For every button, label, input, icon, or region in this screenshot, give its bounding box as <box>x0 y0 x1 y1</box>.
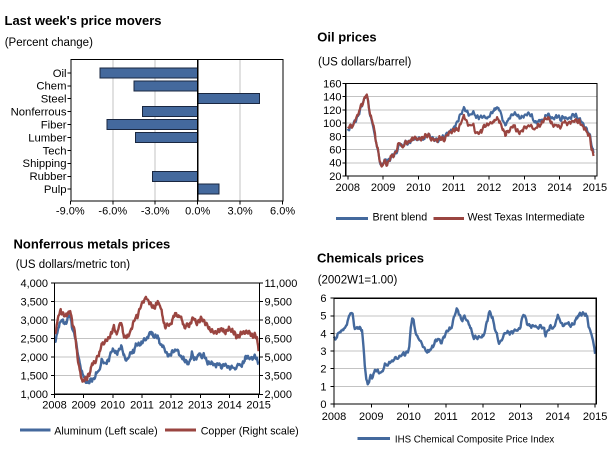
svg-text:2012: 2012 <box>477 182 501 194</box>
svg-text:Steel: Steel <box>41 94 67 106</box>
svg-text:1,500: 1,500 <box>20 371 48 383</box>
svg-text:2013: 2013 <box>188 400 212 412</box>
svg-text:(2002W1=1.00): (2002W1=1.00) <box>318 275 398 287</box>
svg-text:Fiber: Fiber <box>41 120 67 132</box>
svg-text:(US dollars/barrel): (US dollars/barrel) <box>318 57 411 69</box>
svg-text:2,000: 2,000 <box>265 389 293 401</box>
svg-text:6,500: 6,500 <box>265 334 293 346</box>
svg-text:Tech: Tech <box>43 145 67 157</box>
svg-text:80: 80 <box>329 131 341 143</box>
svg-text:West Texas Intermediate: West Texas Intermediate <box>468 211 585 223</box>
svg-text:100: 100 <box>323 118 341 130</box>
svg-text:1,000: 1,000 <box>20 389 48 401</box>
svg-text:Brent blend: Brent blend <box>373 211 428 223</box>
svg-text:-9.0%: -9.0% <box>56 206 85 218</box>
svg-text:20: 20 <box>329 171 341 183</box>
svg-text:Oil prices: Oil prices <box>317 30 376 45</box>
svg-text:2009: 2009 <box>71 400 95 412</box>
svg-text:0.0%: 0.0% <box>185 206 210 218</box>
svg-text:2009: 2009 <box>371 182 395 194</box>
svg-text:6.0%: 6.0% <box>270 206 295 218</box>
svg-text:2011: 2011 <box>130 400 154 412</box>
svg-text:3.0%: 3.0% <box>228 206 253 218</box>
svg-text:3: 3 <box>320 346 326 358</box>
svg-text:2010: 2010 <box>101 400 125 412</box>
svg-text:2013: 2013 <box>512 182 536 194</box>
svg-text:2008: 2008 <box>322 411 346 423</box>
svg-text:160: 160 <box>323 78 341 90</box>
svg-text:Aluminum (Left scale): Aluminum (Left scale) <box>54 425 157 437</box>
svg-text:-3.0%: -3.0% <box>141 206 170 218</box>
svg-text:Lumber: Lumber <box>28 132 67 144</box>
svg-text:2014: 2014 <box>547 182 571 194</box>
svg-text:3,500: 3,500 <box>265 371 293 383</box>
svg-text:2012: 2012 <box>471 411 495 423</box>
svg-text:60: 60 <box>329 145 341 157</box>
svg-text:Copper (Right scale): Copper (Right scale) <box>201 425 299 437</box>
svg-text:2008: 2008 <box>42 400 66 412</box>
svg-text:Pulp: Pulp <box>44 184 67 196</box>
svg-text:Nonferrous: Nonferrous <box>11 107 67 119</box>
svg-text:120: 120 <box>323 105 341 117</box>
svg-text:2008: 2008 <box>336 182 360 194</box>
svg-text:2009: 2009 <box>359 411 383 423</box>
svg-text:3,500: 3,500 <box>20 296 48 308</box>
svg-text:4: 4 <box>320 328 326 340</box>
svg-text:1: 1 <box>320 381 326 393</box>
svg-text:Chemicals prices: Chemicals prices <box>317 250 424 265</box>
svg-text:6: 6 <box>320 293 326 305</box>
svg-text:Shipping: Shipping <box>23 158 67 170</box>
svg-text:2,000: 2,000 <box>20 352 48 364</box>
svg-text:5: 5 <box>320 311 326 323</box>
svg-text:Chem: Chem <box>36 81 66 93</box>
svg-text:Last week's price movers: Last week's price movers <box>5 13 162 28</box>
svg-text:40: 40 <box>329 158 341 170</box>
svg-text:11,000: 11,000 <box>265 278 298 290</box>
svg-text:4,000: 4,000 <box>20 278 48 290</box>
svg-text:2014: 2014 <box>217 400 241 412</box>
svg-text:(US dollars/metric ton): (US dollars/metric ton) <box>16 259 131 271</box>
svg-text:9,500: 9,500 <box>265 296 293 308</box>
svg-text:Rubber: Rubber <box>29 171 66 183</box>
svg-text:2015: 2015 <box>583 411 607 423</box>
svg-text:2: 2 <box>320 364 326 376</box>
svg-text:2011: 2011 <box>442 182 466 194</box>
svg-text:IHS Chemical Composite Price I: IHS Chemical Composite Price Index <box>395 434 555 445</box>
svg-text:2014: 2014 <box>546 411 570 423</box>
svg-text:2010: 2010 <box>396 411 420 423</box>
svg-text:140: 140 <box>323 92 341 104</box>
svg-text:2012: 2012 <box>159 400 183 412</box>
svg-text:2013: 2013 <box>508 411 532 423</box>
svg-text:8,000: 8,000 <box>265 315 293 327</box>
svg-text:2,500: 2,500 <box>20 334 48 346</box>
svg-text:Oil: Oil <box>53 68 67 80</box>
svg-text:2011: 2011 <box>434 411 458 423</box>
svg-text:2015: 2015 <box>583 182 607 194</box>
svg-text:3,000: 3,000 <box>20 315 48 327</box>
svg-text:Nonferrous metals prices: Nonferrous metals prices <box>14 237 171 252</box>
svg-text:2010: 2010 <box>406 182 430 194</box>
svg-text:2015: 2015 <box>246 400 270 412</box>
svg-text:0: 0 <box>320 399 326 411</box>
svg-text:5,000: 5,000 <box>265 352 293 364</box>
svg-text:-6.0%: -6.0% <box>98 206 127 218</box>
svg-text:(Percent change): (Percent change) <box>5 37 93 49</box>
